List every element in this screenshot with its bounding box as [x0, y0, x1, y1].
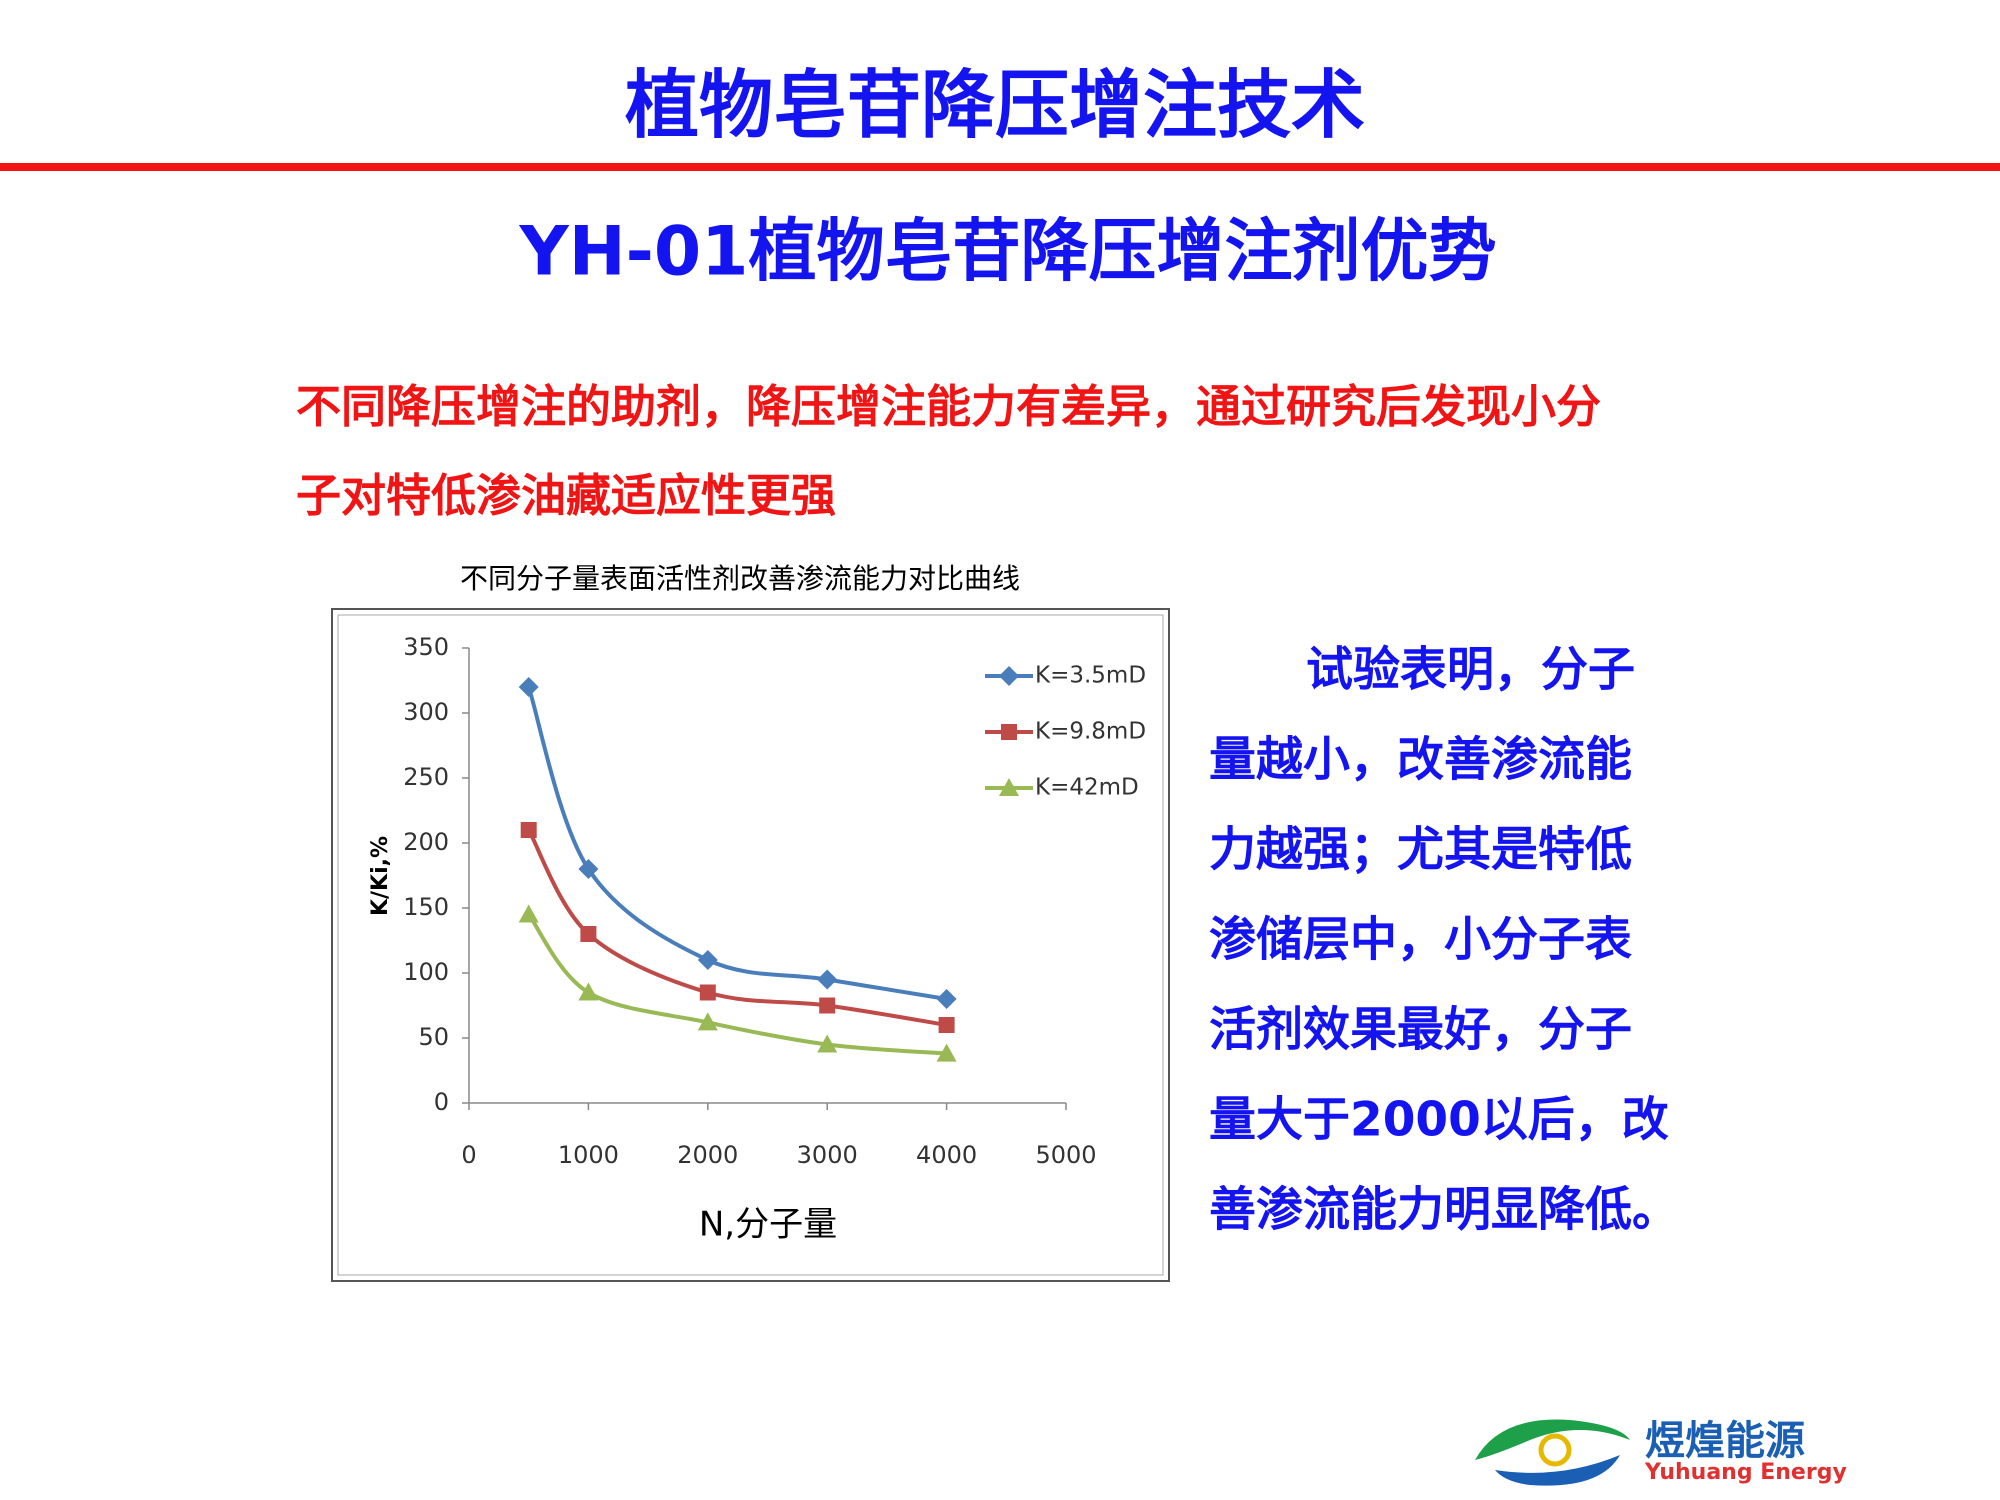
y-axis-label: K/Ki,% [368, 836, 393, 916]
data-point [817, 1034, 838, 1053]
y-tick-label: 300 [403, 698, 449, 726]
data-point [817, 969, 838, 990]
intro-line: 不同降压增注的助剂，降压增注能力有差异，通过研究后发现小分 [296, 380, 1601, 433]
y-tick-label: 100 [403, 958, 449, 986]
conclusion-line: 量大于2000以后，改 [1209, 1093, 1669, 1148]
slide-subtitle: YH-01植物皂苷降压增注剂优势 [518, 213, 1496, 292]
data-point [936, 1043, 957, 1062]
logo-swirl [1538, 1433, 1572, 1467]
logo-name: 煜煌能源 [1645, 1418, 1805, 1464]
legend-marker [999, 778, 1019, 796]
x-tick-label: 4000 [916, 1141, 977, 1169]
y-tick-label: 350 [403, 633, 449, 661]
chart-title: 不同分子量表面活性剂改善渗流能力对比曲线 [460, 562, 1020, 595]
data-point [518, 904, 539, 923]
data-point [578, 859, 599, 879]
legend-label: K=3.5mD [1035, 663, 1146, 689]
data-point [697, 1012, 718, 1031]
x-tick-label: 2000 [677, 1141, 738, 1169]
series-line [526, 686, 947, 1001]
conclusion-line: 力越强；尤其是特低 [1209, 823, 1632, 878]
y-tick-label: 50 [418, 1023, 449, 1051]
data-point [580, 926, 597, 942]
data-point [518, 677, 539, 697]
title-rule [0, 163, 2000, 171]
y-tick-label: 0 [434, 1088, 449, 1116]
x-tick-label: 1000 [558, 1141, 619, 1169]
logo: 煜煌能源 Yuhuang Energy [1475, 1418, 1847, 1486]
conclusion-line: 活剂效果最好，分子 [1209, 1003, 1632, 1058]
legend-marker [1001, 724, 1017, 740]
data-point [819, 997, 836, 1014]
data-point [697, 950, 718, 970]
data-point [699, 984, 716, 1001]
conclusion-line: 善渗流能力明显降低。 [1209, 1183, 1679, 1238]
chart-frame-inner [337, 614, 1164, 1276]
legend-label: K=9.8mD [1035, 719, 1146, 745]
logo-swoosh [1495, 1455, 1620, 1486]
data-point [936, 989, 957, 1009]
conclusion-line: 量越小，改善渗流能 [1209, 733, 1632, 788]
slide-title: 植物皂苷降压增注技术 [625, 63, 1365, 149]
logo-swoosh [1475, 1419, 1630, 1460]
x-tick-label: 5000 [1035, 1141, 1096, 1169]
x-tick-label: 3000 [797, 1141, 858, 1169]
legend-marker [999, 666, 1019, 686]
conclusion-line: 试验表明，分子 [1306, 643, 1635, 698]
y-tick-label: 250 [403, 763, 449, 791]
y-tick-label: 150 [403, 893, 449, 921]
intro-line: 子对特低渗油藏适应性更强 [296, 469, 836, 522]
conclusion-line: 渗储层中，小分子表 [1209, 913, 1632, 968]
data-point [578, 982, 599, 1001]
x-axis-label: N,分子量 [699, 1205, 837, 1245]
x-tick-label: 0 [461, 1141, 476, 1169]
chart-frame [331, 608, 1170, 1282]
y-tick-label: 200 [403, 828, 449, 856]
data-point [520, 822, 537, 838]
legend-label: K=42mD [1035, 775, 1139, 801]
data-point [938, 1017, 955, 1033]
logo-english: Yuhuang Energy [1644, 1460, 1847, 1485]
